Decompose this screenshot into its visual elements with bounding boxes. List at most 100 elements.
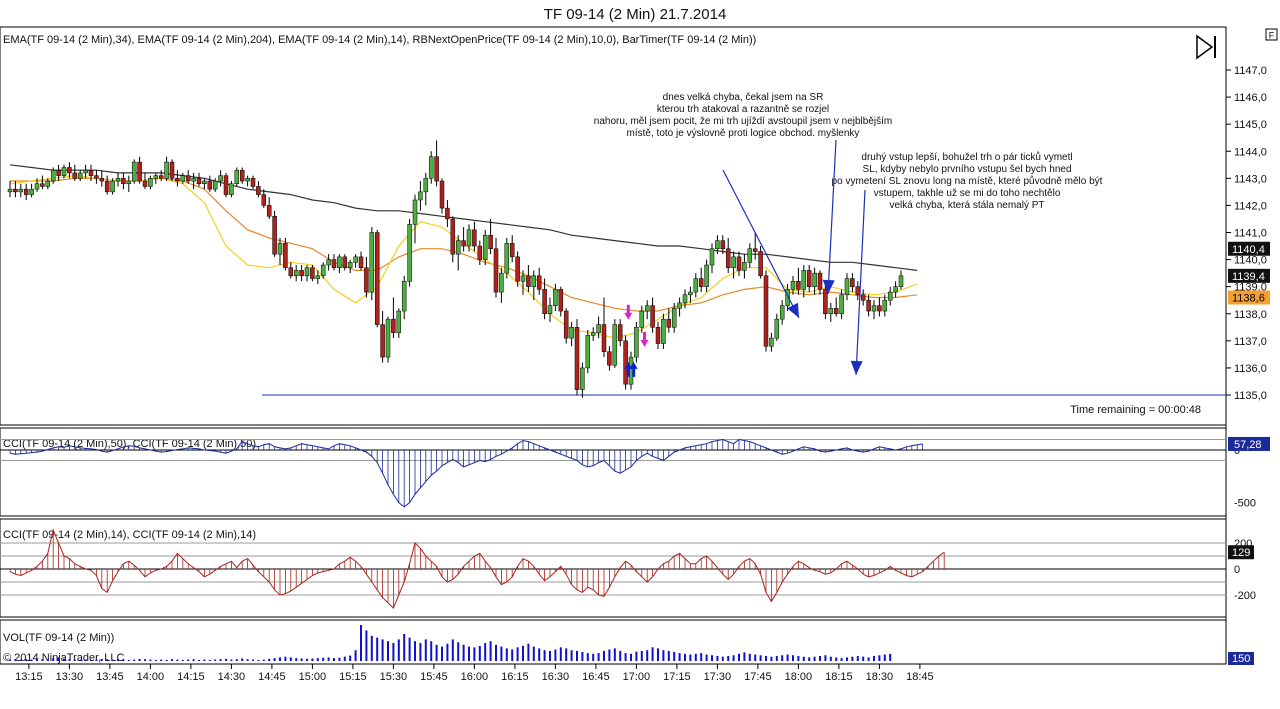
candle-down — [207, 180, 213, 190]
candle-down — [175, 178, 180, 182]
candle-down — [542, 289, 547, 314]
volume-bar — [603, 650, 605, 661]
volume-bar — [333, 658, 335, 661]
candle-down — [877, 305, 882, 312]
candle-up — [644, 305, 650, 312]
time-tick-label: 16:45 — [582, 671, 610, 683]
volume-bar — [279, 657, 281, 661]
volume-bar — [813, 656, 816, 661]
candle-up — [423, 178, 429, 193]
candle-up — [590, 332, 596, 336]
time-tick-label: 15:15 — [339, 671, 367, 683]
annotation-first-entry: dnes velká chyba, čekal jsem na SR ktero… — [594, 92, 892, 139]
candle-up — [482, 234, 488, 260]
candle-down — [477, 245, 483, 260]
volume-bar — [700, 653, 703, 661]
volume-bar — [759, 655, 762, 661]
svg-text:místě, toto je výslovně proti: místě, toto je výslovně proti logice obc… — [627, 128, 860, 139]
volume-bar — [835, 657, 838, 661]
candle-up — [882, 299, 888, 312]
long-entry-marker — [629, 361, 638, 377]
svg-text:druhý vstup lepší, bohužel trh: druhý vstup lepší, bohužel trh o pár tic… — [861, 151, 1072, 163]
volume-bar — [657, 648, 659, 661]
candle-up — [499, 272, 504, 293]
time-tick-label: 16:00 — [461, 671, 489, 683]
volume-bar — [630, 653, 632, 661]
volume-bar — [770, 656, 773, 661]
volume-bar — [889, 653, 892, 661]
corner-button[interactable] — [1265, 28, 1278, 41]
volume-bar — [846, 657, 848, 661]
candle-up — [320, 264, 326, 277]
time-tick-label: 16:15 — [501, 671, 529, 683]
candle-down — [331, 259, 337, 268]
volume-bar — [500, 646, 503, 661]
candle-up — [844, 278, 850, 296]
candle-up — [407, 224, 412, 282]
volume-bar — [408, 637, 411, 661]
candle-down — [104, 180, 110, 193]
volume-bar — [554, 649, 557, 661]
candle-down — [725, 248, 731, 268]
volume-bar — [527, 643, 530, 661]
play-to-end-icon[interactable] — [1196, 34, 1216, 60]
volume-bar — [171, 659, 173, 661]
candle-down — [736, 256, 742, 271]
candle-down — [515, 256, 520, 282]
volume-bar — [133, 659, 136, 661]
price-tick-label: 1135,0 — [1234, 390, 1267, 402]
volume-bar — [441, 646, 443, 661]
cci50-line — [9, 438, 923, 508]
price-tick-label: 1142,0 — [1234, 200, 1267, 212]
volume-bar — [392, 643, 395, 661]
candle-down — [866, 299, 871, 312]
cci50-tick-label: -500 — [1234, 498, 1256, 510]
volume-bar — [457, 642, 460, 661]
volume-bar — [165, 659, 168, 661]
volume-bar — [268, 658, 271, 661]
candle-up — [596, 324, 601, 333]
candle-down — [223, 175, 229, 195]
volume-bar — [727, 655, 730, 661]
candle-down — [40, 183, 45, 187]
price-tick-label: 1137,0 — [1234, 336, 1267, 348]
candle-up — [747, 248, 753, 263]
svg-text:velká chyba, která stála nemal: velká chyba, která stála nemalý PT — [889, 200, 1044, 211]
candle-up — [369, 232, 375, 293]
cci14-line — [9, 528, 945, 609]
candle-up — [61, 167, 67, 176]
time-tick-label: 18:00 — [785, 671, 813, 683]
time-tick-label: 13:30 — [56, 671, 84, 683]
annotation-arrow-2 — [827, 139, 837, 295]
volume-bar — [327, 657, 330, 661]
candle-up — [115, 178, 121, 182]
candle-up — [898, 275, 904, 287]
candle-up — [110, 180, 115, 193]
volume-bar — [241, 658, 244, 661]
volume-bar — [489, 641, 492, 661]
volume-bar — [387, 641, 389, 661]
candle-down — [358, 256, 364, 268]
volume-bar — [365, 630, 368, 661]
candle-up — [153, 175, 159, 179]
time-tick-label: 14:30 — [218, 671, 246, 683]
candle-down — [493, 248, 499, 293]
time-tick-label: 16:30 — [542, 671, 570, 683]
volume-bar — [608, 649, 611, 661]
price-tick-label: 1145,0 — [1234, 119, 1267, 131]
candle-up — [828, 308, 834, 315]
candle-down — [299, 270, 304, 277]
volume-bar — [748, 653, 751, 661]
volume-bar — [505, 648, 508, 661]
candle-down — [833, 308, 839, 315]
price-tick-label: 1147,0 — [1234, 65, 1267, 77]
candle-up — [418, 191, 423, 201]
candle-down — [666, 318, 672, 328]
candle-up — [693, 278, 699, 293]
volume-bar — [235, 659, 238, 661]
candle-up — [731, 256, 736, 268]
volume-bar — [181, 659, 184, 661]
volume-bar — [522, 645, 524, 661]
price-badge — [1228, 268, 1270, 283]
